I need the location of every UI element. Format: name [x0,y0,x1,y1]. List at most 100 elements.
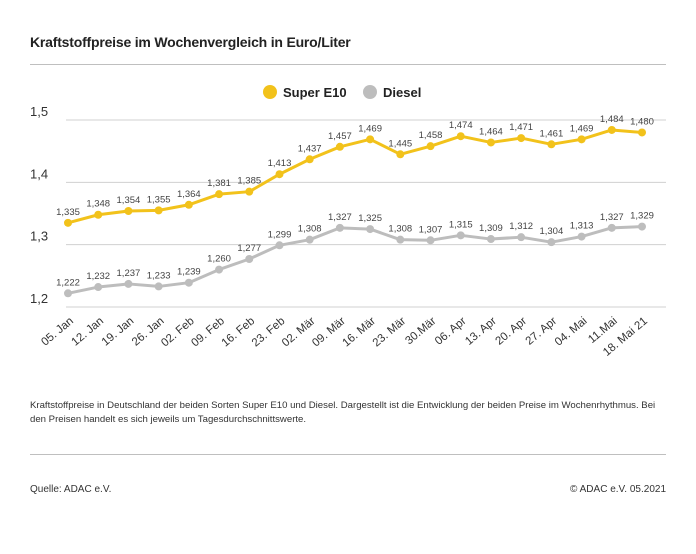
bottom-divider [30,454,666,455]
data-label: 1,348 [86,199,110,210]
data-point [517,233,526,242]
data-point [456,132,465,141]
x-tick-label: 13. Apr [463,315,499,348]
data-point [305,155,314,164]
data-point [184,200,193,209]
data-point [577,135,586,144]
data-point [396,235,405,244]
data-label: 1,445 [388,138,412,149]
data-label: 1,304 [539,226,563,237]
data-label: 1,239 [177,267,201,278]
data-point [547,140,556,149]
data-point [335,223,344,232]
data-label: 1,469 [570,123,594,134]
x-tick-label: 27. Apr [524,315,560,348]
data-label: 1,364 [177,189,201,200]
data-point [124,279,133,288]
x-tick-label: 02. Mär [280,315,318,349]
data-label: 1,381 [207,178,231,189]
data-label: 1,232 [86,271,110,282]
x-tick-label: 12. Jan [70,315,107,348]
data-label: 1,260 [207,254,231,265]
y-tick-label: 1,4 [30,166,48,181]
y-tick-label: 1,2 [30,291,48,306]
data-point [124,207,133,216]
data-point [64,218,72,227]
data-label: 1,457 [328,131,352,142]
data-point [154,282,163,291]
copyright-note: © ADAC e.V. 05.2021 [570,484,666,495]
data-point [486,138,495,147]
x-tick-label: 20. Apr [493,315,529,348]
data-label: 1,464 [479,126,503,137]
data-point [215,265,224,274]
data-label: 1,307 [419,224,443,235]
data-point [184,278,193,287]
data-label: 1,354 [117,195,141,206]
x-tick-label: 30.Mär [403,315,438,347]
data-label: 1,315 [449,219,473,230]
data-point [245,255,254,264]
data-label: 1,461 [539,128,563,139]
x-tick-label: 06. Apr [433,315,469,348]
y-tick-label: 1,3 [30,229,48,244]
data-point [607,125,616,134]
x-tick-label: 09. Mär [310,315,348,349]
data-label: 1,469 [358,123,382,134]
x-tick-label: 23. Feb [250,315,288,349]
data-point [456,231,465,240]
data-label: 1,480 [630,116,654,127]
x-tick-label: 16. Feb [220,315,258,349]
data-label: 1,335 [56,207,80,218]
data-point [275,241,284,250]
data-point [305,235,314,244]
chart-caption: Kraftstoffpreise in Deutschland der beid… [30,400,656,425]
y-tick-label: 1,5 [30,104,48,119]
legend-entry: Super E10 [283,85,347,100]
data-point [638,128,646,137]
data-point [426,142,435,151]
data-point [517,134,526,143]
data-point [245,187,254,196]
data-label: 1,458 [419,130,443,141]
data-label: 1,471 [509,122,533,133]
data-label: 1,385 [237,176,261,187]
x-tick-label: 05. Jan [39,315,76,348]
data-label: 1,309 [479,223,503,234]
legend-entry: Diesel [383,85,421,100]
data-point [607,223,616,232]
data-label: 1,308 [298,224,322,235]
data-point [426,236,435,245]
data-point [275,170,284,179]
x-tick-label: 19. Jan [100,315,137,348]
x-tick-label: 02. Feb [159,315,197,349]
data-label: 1,233 [147,270,171,281]
x-tick-label: 23. Mär [371,315,409,349]
data-point [335,142,344,151]
data-label: 1,325 [358,213,382,224]
data-label: 1,327 [600,212,624,223]
data-point [638,222,646,231]
data-point [366,135,375,144]
data-point [396,150,405,159]
data-label: 1,329 [630,211,654,222]
data-point [154,206,163,215]
data-label: 1,437 [298,143,322,154]
data-label: 1,237 [117,268,141,279]
top-divider [30,64,666,65]
legend-marker [363,85,377,99]
data-point [577,232,586,241]
x-tick-label: 04. Mai [553,315,590,348]
legend-marker [263,85,277,99]
data-label: 1,484 [600,114,624,125]
data-label: 1,312 [509,221,533,232]
data-label: 1,355 [147,194,171,205]
data-point [64,289,72,298]
x-tick-label: 09. Feb [189,315,227,349]
data-point [94,210,103,219]
data-label: 1,299 [268,229,292,240]
series-line [67,225,643,295]
data-label: 1,474 [449,120,473,131]
data-label: 1,222 [56,277,80,288]
data-label: 1,327 [328,212,352,223]
